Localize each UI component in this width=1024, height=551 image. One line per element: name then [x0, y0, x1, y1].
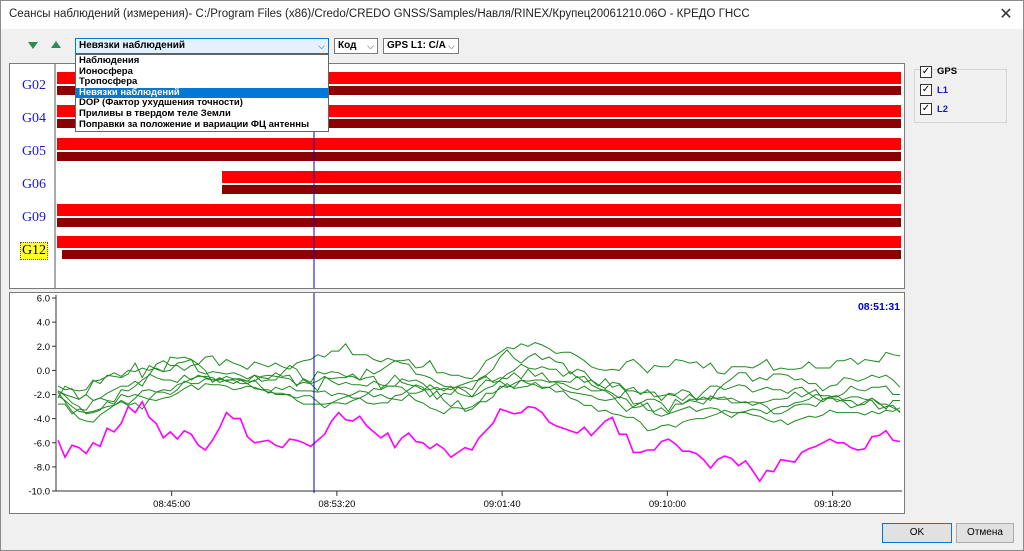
- chevron-down-icon: ⌵: [367, 41, 374, 51]
- code-select[interactable]: Код ⌵: [334, 38, 378, 54]
- dropdown-option[interactable]: Тропосфера: [79, 77, 138, 88]
- satellite-label-g04[interactable]: G04: [21, 111, 47, 126]
- cursor-time-label: 08:51:31: [858, 301, 900, 313]
- gps-checkbox[interactable]: ✓: [920, 66, 932, 78]
- l2-track-bar-g02: [57, 86, 901, 95]
- signal-select-value: GPS L1: C/A: [387, 40, 446, 51]
- l2-track-bar-g04: [57, 119, 901, 128]
- move-down-icon[interactable]: [27, 40, 39, 50]
- y-tick-label: -6.0: [34, 438, 50, 449]
- chevron-down-icon: ⌵: [448, 41, 455, 51]
- dropdown-option-selected[interactable]: Невязки наблюдений: [76, 87, 328, 99]
- residual-series-3: [57, 349, 901, 402]
- residual-series-7: [57, 375, 901, 418]
- dropdown-option[interactable]: DOP (Фактор ухудшения точности): [79, 98, 243, 109]
- y-tick-label: -4.0: [34, 414, 50, 425]
- move-up-icon[interactable]: [50, 40, 62, 50]
- l1-track-bar-g09: [57, 204, 901, 216]
- residual-series-g12: [57, 400, 901, 483]
- residuals-chart-panel: 6.0 4.0 2.0 0.0 -2.0 -4.0 -6.0 -8.0 -10.0 08:45:…: [9, 292, 905, 514]
- window-title: Сеансы наблюдений (измерения)- C:/Progra…: [9, 8, 750, 20]
- l1-checkbox[interactable]: ✓: [920, 84, 932, 96]
- dropdown-option[interactable]: Наблюдения: [79, 56, 140, 66]
- l2-track-bar-g09: [57, 218, 901, 227]
- mode-select-value: Невязки наблюдений: [79, 40, 186, 51]
- x-tick-label: 09:10:00: [649, 499, 686, 510]
- l2-label: L2: [937, 104, 949, 115]
- y-tick-label: -2.0: [34, 390, 50, 401]
- mode-dropdown-list: Наблюдения Ионосфера Тропосфера Невязки …: [75, 54, 329, 133]
- l1-track-bar-g12: [57, 236, 901, 248]
- x-tick-label: 09:01:40: [484, 499, 521, 510]
- y-tick-label: 0.0: [37, 366, 50, 377]
- satellite-label-g06[interactable]: G06: [21, 177, 47, 192]
- satellite-tracks-plot[interactable]: [10, 64, 904, 288]
- l2-track-bar-g12: [62, 250, 901, 259]
- satellite-label-g09[interactable]: G09: [21, 210, 47, 225]
- l1-track-bar-g05: [57, 138, 901, 150]
- satellite-label-g12[interactable]: G12: [20, 242, 48, 260]
- cancel-button[interactable]: Отмена: [956, 523, 1014, 543]
- residuals-chart[interactable]: 6.0 4.0 2.0 0.0 -2.0 -4.0 -6.0 -8.0 -10.0 08:45:…: [10, 293, 904, 513]
- signal-legend: ✓ GPS ✓ L1 ✓ L2: [914, 66, 1007, 123]
- residual-series-8: [57, 375, 901, 432]
- toolbar: Невязки наблюдений ⌵ Код ⌵ GPS L1: C/A ⌵: [1, 29, 1023, 59]
- title-bar: Сеансы наблюдений (измерения)- C:/Progra…: [1, 1, 1023, 29]
- satellite-label-g02[interactable]: G02: [21, 78, 47, 93]
- chevron-down-icon: ⌵: [318, 41, 325, 51]
- l2-track-bar-g05: [57, 152, 901, 161]
- y-tick-label: -8.0: [34, 462, 50, 473]
- y-tick-label: 2.0: [37, 342, 50, 353]
- x-tick-label: 08:53:20: [318, 499, 355, 510]
- dropdown-option[interactable]: Приливы в твердом теле Земли: [79, 108, 231, 119]
- signal-select[interactable]: GPS L1: C/A ⌵: [383, 38, 459, 54]
- dropdown-option[interactable]: Ионосфера: [79, 66, 133, 77]
- y-tick-label: -10.0: [28, 487, 50, 498]
- y-tick-label: 4.0: [37, 318, 50, 329]
- dropdown-option[interactable]: Поправки за положение и вариации ФЦ анте…: [79, 119, 310, 130]
- gps-label: GPS: [937, 66, 958, 77]
- close-icon[interactable]: ✕: [999, 6, 1013, 23]
- l2-track-bar-g06: [222, 185, 901, 194]
- ok-button[interactable]: OK: [882, 523, 952, 543]
- x-tick-label: 09:18:20: [814, 499, 851, 510]
- l1-label: L1: [937, 85, 949, 96]
- l2-checkbox[interactable]: ✓: [920, 103, 932, 115]
- mode-select[interactable]: Невязки наблюдений ⌵: [75, 38, 329, 54]
- x-tick-label: 08:45:00: [153, 499, 190, 510]
- residual-series-6: [57, 363, 901, 415]
- satellite-label-g05[interactable]: G05: [21, 144, 47, 159]
- code-select-value: Код: [338, 40, 357, 51]
- y-tick-label: 6.0: [37, 294, 50, 305]
- l1-track-bar-g06: [222, 171, 901, 183]
- residual-series-4: [57, 368, 900, 403]
